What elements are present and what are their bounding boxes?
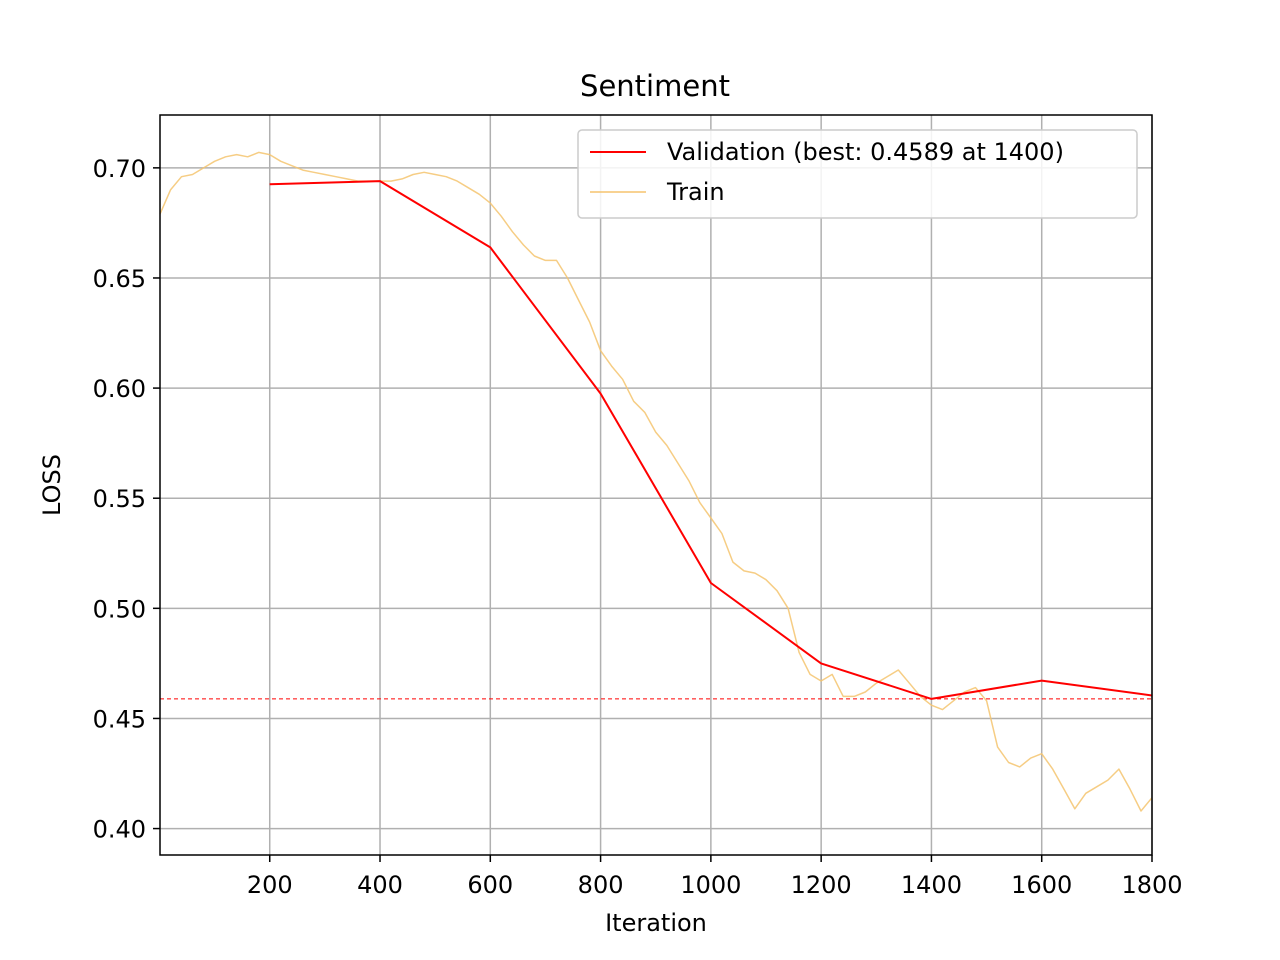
y-tick-label: 0.45: [93, 705, 146, 733]
plot-area: [160, 115, 1152, 855]
x-tick-label: 200: [247, 871, 293, 899]
validation-series-line: [269, 180, 1153, 700]
x-tick-label: 800: [578, 871, 624, 899]
y-tick-label: 0.70: [93, 155, 146, 183]
y-tick-label: 0.65: [93, 265, 146, 293]
x-tick-label: 600: [467, 871, 513, 899]
plot-frame: [159, 114, 1153, 856]
legend-label-validation: Validation (best: 0.4589 at 1400): [667, 138, 1064, 166]
y-axis-ticks: 0.40 0.45 0.50 0.55 0.60 0.65 0.70: [93, 155, 160, 844]
x-axis-label: Iteration: [605, 909, 707, 937]
legend-box: [577, 129, 1138, 219]
x-tick-label: 1800: [1121, 871, 1182, 899]
x-tick-label: 1600: [1011, 871, 1072, 899]
x-tick-label: 400: [357, 871, 403, 899]
train-series-line: [159, 151, 1153, 812]
y-tick-label: 0.60: [93, 375, 146, 403]
chart-title: Sentiment: [580, 69, 730, 103]
series-layer: [159, 151, 1153, 812]
x-tick-label: 1200: [791, 871, 852, 899]
legend-label-train: Train: [666, 178, 725, 206]
legend: Validation (best: 0.4589 at 1400) Train: [577, 129, 1138, 219]
x-tick-label: 1000: [680, 871, 741, 899]
y-tick-label: 0.40: [93, 816, 146, 844]
y-axis-label: LOSS: [38, 454, 66, 516]
x-tick-label: 1400: [901, 871, 962, 899]
y-tick-label: 0.55: [93, 485, 146, 513]
y-tick-label: 0.50: [93, 595, 146, 623]
x-axis-ticks: 200 400 600 800 1000 1200 1400 1600 1800: [247, 855, 1183, 899]
